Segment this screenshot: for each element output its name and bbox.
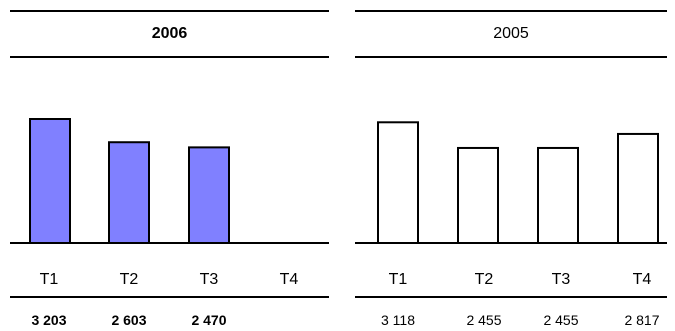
bar-t2 <box>108 141 150 244</box>
bar-t3 <box>537 146 579 244</box>
bar-t1 <box>29 118 71 244</box>
value-label-t1: 3 203 <box>31 312 66 328</box>
panel-2006: 2006 T1 T2 T3 T4 3 203 2 603 2 470 <box>10 10 329 328</box>
category-label-t1: T1 <box>40 271 59 288</box>
category-label-t3: T3 <box>200 271 219 288</box>
bar-t4 <box>617 132 659 245</box>
value-label-t2: 2 603 <box>111 312 146 328</box>
panel-2005: 2005 T1 T2 T3 T4 3 118 2 455 2 455 2 817 <box>355 10 667 328</box>
value-label-t2: 2 455 <box>466 312 501 328</box>
value-label-t3: 2 455 <box>543 312 578 328</box>
category-label-t4: T4 <box>280 271 299 288</box>
category-label-t2: T2 <box>475 271 494 288</box>
bar-t2 <box>457 146 499 244</box>
category-label-t4: T4 <box>633 271 652 288</box>
bar-t1 <box>377 121 419 244</box>
panel-title: 2005 <box>493 25 529 42</box>
value-label-t4: 2 817 <box>624 312 659 328</box>
category-label-t2: T2 <box>120 271 139 288</box>
bar-t3 <box>188 146 230 245</box>
value-label-t3: 2 470 <box>191 312 226 328</box>
category-label-t3: T3 <box>552 271 571 288</box>
category-label-t1: T1 <box>389 271 408 288</box>
panel-title: 2006 <box>152 25 188 42</box>
value-label-t1: 3 118 <box>381 312 415 328</box>
